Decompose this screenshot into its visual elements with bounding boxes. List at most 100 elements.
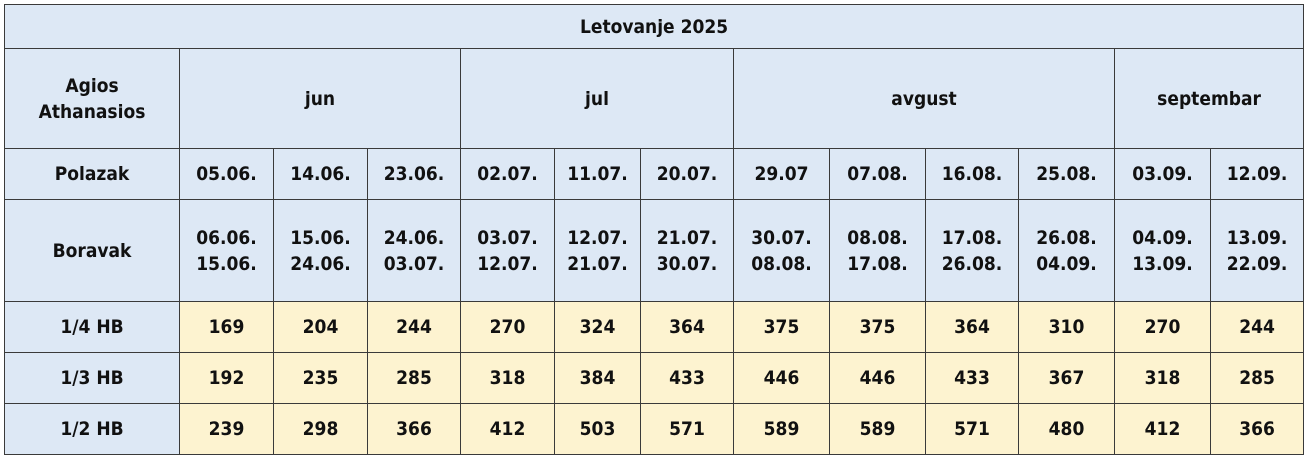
price-cell: 589	[733, 403, 830, 455]
polazak-date: 03.09.	[1114, 148, 1211, 200]
boravak-range: 17.08. 26.08.	[925, 199, 1019, 302]
boravak-range: 03.07. 12.07.	[460, 199, 555, 302]
price-cell: 169	[179, 301, 274, 353]
price-cell: 235	[273, 352, 368, 404]
price-cell: 433	[925, 352, 1019, 404]
boravak-end-date: 15.06.	[196, 252, 257, 275]
price-row: 1/4 HB 169 204 244 270 324 364 375 375 364 310 270 2…	[4, 301, 1305, 353]
polazak-date: 02.07.	[460, 148, 555, 200]
boravak-start-date: 21.07.	[656, 226, 718, 249]
price-cell: 310	[1018, 301, 1115, 353]
price-cell: 318	[460, 352, 555, 404]
price-cell: 244	[1209, 301, 1305, 353]
polazak-date: 14.06.	[273, 148, 368, 200]
boravak-start-date: 17.08.	[941, 226, 1003, 249]
price-cell: 239	[179, 403, 274, 455]
boravak-range: 08.08. 17.08.	[829, 199, 926, 302]
price-row-label: 1/4 HB	[4, 301, 180, 353]
price-cell: 446	[829, 352, 926, 404]
polazak-date: 29.07	[733, 148, 830, 200]
price-cell: 503	[554, 403, 641, 455]
price-cell: 285	[367, 352, 461, 404]
boravak-range: 04.09. 13.09.	[1114, 199, 1211, 302]
polazak-date: 16.08.	[925, 148, 1019, 200]
boravak-start-date: 03.07.	[477, 226, 538, 249]
boravak-end-date: 13.09.	[1132, 252, 1193, 275]
price-cell: 375	[733, 301, 830, 353]
polazak-date: 12.09.	[1209, 148, 1305, 200]
price-cell: 446	[733, 352, 830, 404]
boravak-range: 12.07. 21.07.	[554, 199, 641, 302]
price-row-label: 1/2 HB	[4, 403, 180, 455]
boravak-start-date: 06.06.	[196, 226, 257, 249]
boravak-range: 21.07. 30.07.	[640, 199, 734, 302]
boravak-end-date: 30.07.	[656, 252, 718, 275]
boravak-range: 06.06. 15.06.	[179, 199, 274, 302]
polazak-date: 05.06.	[179, 148, 274, 200]
boravak-row: Boravak 06.06. 15.06. 15.06. 24.06. 24.06. 03…	[4, 199, 1305, 302]
boravak-label: Boravak	[4, 199, 180, 302]
boravak-range: 24.06. 03.07.	[367, 199, 461, 302]
price-table: Letovanje 2025 Agios Athanasios jun jul av…	[3, 4, 1305, 455]
price-cell: 244	[367, 301, 461, 353]
price-cell: 318	[1114, 352, 1211, 404]
table-title: Letovanje 2025	[3, 4, 1305, 49]
boravak-range: 26.08. 04.09.	[1018, 199, 1115, 302]
boravak-end-date: 03.07.	[383, 252, 445, 275]
price-cell: 192	[179, 352, 274, 404]
price-cell: 367	[1018, 352, 1115, 404]
price-cell: 324	[554, 301, 641, 353]
price-cell: 571	[640, 403, 734, 455]
price-row: 1/3 HB 192 235 285 318 384 433 446 446 433 367 318 2…	[4, 352, 1305, 404]
price-cell: 366	[1209, 403, 1305, 455]
boravak-end-date: 17.08.	[847, 252, 908, 275]
boravak-range: 30.07. 08.08.	[733, 199, 830, 302]
price-cell: 480	[1018, 403, 1115, 455]
destination-line-2: Athanasios	[38, 100, 146, 123]
boravak-start-date: 04.09.	[1132, 226, 1193, 249]
destination-line-1: Agios	[65, 74, 119, 97]
price-cell: 364	[925, 301, 1019, 353]
boravak-start-date: 24.06.	[383, 226, 445, 249]
boravak-start-date: 12.07.	[567, 226, 628, 249]
boravak-end-date: 21.07.	[567, 252, 628, 275]
price-cell: 270	[460, 301, 555, 353]
month-header-jul: jul	[460, 48, 734, 149]
boravak-end-date: 22.09.	[1226, 252, 1288, 275]
price-cell: 375	[829, 301, 926, 353]
month-header-jun: jun	[179, 48, 461, 149]
title-row: Letovanje 2025	[3, 4, 1305, 49]
polazak-date: 20.07.	[640, 148, 734, 200]
price-cell: 285	[1209, 352, 1305, 404]
destination-cell: Agios Athanasios	[4, 48, 180, 149]
boravak-end-date: 26.08.	[941, 252, 1003, 275]
price-cell: 433	[640, 352, 734, 404]
boravak-end-date: 24.06.	[290, 252, 351, 275]
boravak-range: 13.09. 22.09.	[1209, 199, 1305, 302]
boravak-start-date: 08.08.	[847, 226, 908, 249]
boravak-start-date: 13.09.	[1226, 226, 1288, 249]
price-row: 1/2 HB 239 298 366 412 503 571 589 589 571 480 412 3…	[4, 403, 1305, 455]
polazak-label: Polazak	[4, 148, 180, 200]
price-cell: 270	[1114, 301, 1211, 353]
polazak-date: 11.07.	[554, 148, 641, 200]
price-cell: 412	[460, 403, 555, 455]
polazak-date: 07.08.	[829, 148, 926, 200]
polazak-date: 25.08.	[1018, 148, 1115, 200]
boravak-end-date: 04.09.	[1036, 252, 1097, 275]
price-cell: 589	[829, 403, 926, 455]
boravak-start-date: 15.06.	[290, 226, 351, 249]
boravak-end-date: 12.07.	[477, 252, 538, 275]
price-cell: 571	[925, 403, 1019, 455]
boravak-start-date: 30.07.	[751, 226, 812, 249]
price-cell: 298	[273, 403, 368, 455]
boravak-end-date: 08.08.	[751, 252, 812, 275]
month-row: Agios Athanasios jun jul avgust septembar	[4, 48, 1305, 149]
price-cell: 366	[367, 403, 461, 455]
price-cell: 204	[273, 301, 368, 353]
price-cell: 364	[640, 301, 734, 353]
price-row-label: 1/3 HB	[4, 352, 180, 404]
boravak-start-date: 26.08.	[1036, 226, 1097, 249]
month-header-avgust: avgust	[733, 48, 1115, 149]
boravak-range: 15.06. 24.06.	[273, 199, 368, 302]
